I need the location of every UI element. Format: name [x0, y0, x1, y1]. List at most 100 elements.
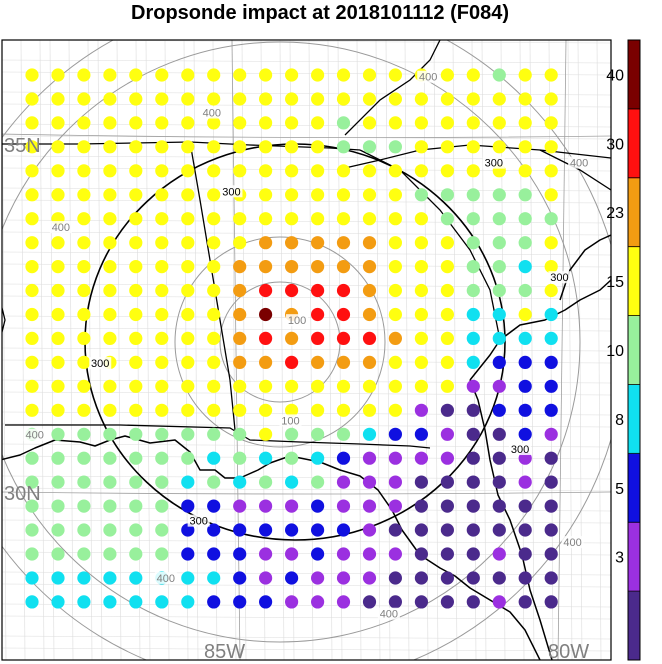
impact-dot	[285, 283, 299, 298]
colorbar-swatch	[628, 315, 640, 385]
impact-dot	[336, 355, 351, 369]
contour-label: 100	[288, 315, 306, 327]
impact-dot	[414, 523, 428, 537]
impact-dot	[233, 307, 247, 322]
impact-dot	[440, 571, 454, 585]
impact-dot	[388, 140, 402, 154]
impact-dot	[207, 523, 221, 537]
impact-dot	[311, 331, 325, 345]
impact-dot	[51, 547, 65, 561]
impact-dot	[414, 403, 428, 417]
impact-dot	[362, 331, 377, 345]
impact-dot	[51, 571, 65, 585]
impact-dot	[25, 188, 39, 202]
impact-dot	[518, 331, 532, 345]
impact-dot	[259, 331, 273, 345]
impact-dot	[544, 355, 558, 369]
impact-dot	[129, 283, 143, 298]
impact-dot	[362, 379, 377, 393]
impact-dot	[388, 547, 402, 561]
impact-dot	[362, 355, 377, 369]
impact-dot	[155, 499, 169, 513]
impact-dot	[155, 92, 169, 106]
impact-dots	[25, 68, 558, 609]
impact-dot	[414, 595, 428, 609]
impact-dot	[362, 307, 377, 322]
impact-dot	[77, 571, 91, 585]
impact-dot	[155, 475, 169, 489]
impact-dot	[285, 571, 299, 585]
impact-dot	[25, 403, 39, 417]
contour-label-bg	[568, 156, 591, 169]
impact-dot	[440, 92, 454, 106]
impact-dot	[414, 571, 428, 585]
impact-dot	[103, 331, 117, 345]
impact-dot	[51, 140, 65, 154]
impact-dot	[51, 188, 65, 202]
impact-dot	[492, 68, 506, 82]
impact-dot	[336, 164, 351, 178]
impact-dot	[362, 164, 377, 178]
impact-dot	[311, 236, 325, 250]
impact-dot	[103, 188, 117, 202]
impact-dot	[233, 475, 247, 489]
impact-dot	[181, 403, 195, 417]
impact-dot	[388, 331, 402, 345]
impact-dot	[155, 140, 169, 154]
impact-dot	[233, 140, 247, 154]
colorbar-swatch	[628, 384, 640, 454]
impact-dot	[440, 236, 454, 250]
impact-dot	[440, 355, 454, 369]
impact-dot	[466, 68, 480, 82]
impact-dot	[518, 188, 532, 202]
impact-dot	[77, 140, 91, 154]
impact-dot	[259, 236, 273, 250]
contour-label: 100	[281, 415, 299, 427]
impact-dot	[103, 283, 117, 298]
impact-dot	[311, 403, 325, 417]
contour-label: 400	[380, 609, 398, 621]
impact-dot	[77, 403, 91, 417]
impact-dot	[285, 475, 299, 489]
impact-dot	[77, 595, 91, 609]
impact-dot	[362, 451, 377, 465]
impact-dot	[233, 331, 247, 345]
impact-dot	[25, 116, 39, 130]
impact-dot	[336, 379, 351, 393]
impact-dot	[259, 571, 273, 585]
impact-dot	[259, 188, 273, 202]
impact-dot	[103, 260, 117, 274]
impact-dot	[362, 188, 377, 202]
impact-dot	[466, 595, 480, 609]
impact-dot	[285, 499, 299, 513]
impact-dot	[103, 92, 117, 106]
impact-dot	[518, 140, 532, 154]
impact-dot	[492, 403, 506, 417]
impact-dot	[544, 92, 558, 106]
impact-dot	[103, 403, 117, 417]
impact-dot	[466, 379, 480, 393]
impact-dot	[207, 451, 221, 465]
impact-dot	[311, 547, 325, 561]
impact-dot	[518, 164, 532, 178]
impact-dot	[544, 236, 558, 250]
impact-dot	[285, 355, 299, 369]
impact-dot	[414, 92, 428, 106]
impact-dot	[311, 499, 325, 513]
impact-dot	[285, 547, 299, 561]
impact-dot	[129, 188, 143, 202]
impact-dot	[51, 92, 65, 106]
impact-dot	[311, 475, 325, 489]
impact-dot	[259, 140, 273, 154]
impact-dot	[155, 116, 169, 130]
impact-dot	[207, 116, 221, 130]
contour-label-bg	[279, 414, 302, 427]
impact-dot	[77, 451, 91, 465]
impact-dot	[388, 164, 402, 178]
colorbar: 40 30 23 15 10 8 5 3	[606, 39, 641, 661]
impact-dot	[518, 403, 532, 417]
impact-dot	[181, 547, 195, 561]
impact-dot	[259, 427, 273, 441]
impact-dot	[25, 571, 39, 585]
contour-label-bg	[154, 571, 177, 584]
